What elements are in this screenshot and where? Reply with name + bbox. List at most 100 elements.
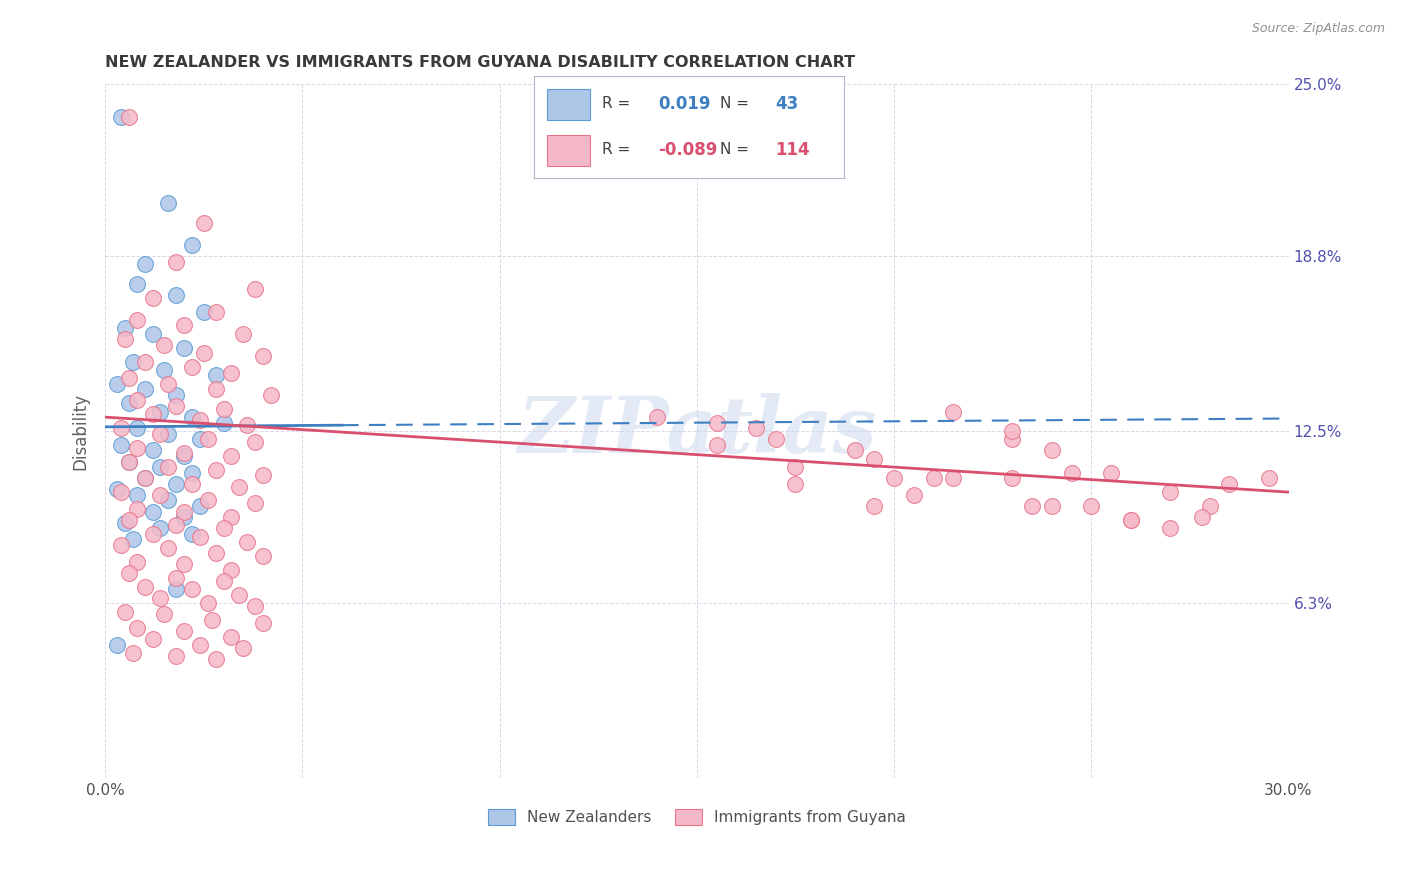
Point <box>165 648 187 663</box>
Point <box>706 416 728 430</box>
Point <box>193 346 215 360</box>
Point <box>204 304 226 318</box>
Point <box>647 410 669 425</box>
Text: ZIPatlas: ZIPatlas <box>517 392 876 469</box>
Point <box>141 443 163 458</box>
Point <box>228 479 250 493</box>
Point <box>114 516 136 530</box>
Point <box>212 521 235 535</box>
Point <box>141 505 163 519</box>
Point <box>157 196 180 211</box>
Point <box>118 454 141 468</box>
Bar <box>547 89 591 120</box>
Point <box>141 408 163 422</box>
Point <box>157 376 180 391</box>
Point <box>153 607 176 622</box>
Text: 0.019: 0.019 <box>658 95 710 112</box>
Point <box>114 332 136 346</box>
Point <box>157 426 180 441</box>
Point <box>125 488 148 502</box>
Point <box>165 254 187 268</box>
Point <box>110 110 132 124</box>
Point <box>125 555 148 569</box>
Point <box>165 571 187 585</box>
Point <box>173 505 195 519</box>
Point <box>110 485 132 500</box>
Point <box>153 363 176 377</box>
Point <box>942 471 965 485</box>
Point <box>1257 471 1279 485</box>
Point <box>204 463 226 477</box>
Point <box>197 493 219 508</box>
Point <box>706 438 728 452</box>
Point <box>165 476 187 491</box>
Point <box>134 382 156 396</box>
Text: Source: ZipAtlas.com: Source: ZipAtlas.com <box>1251 22 1385 36</box>
Point <box>232 640 254 655</box>
Text: -0.089: -0.089 <box>658 141 717 159</box>
Point <box>197 596 219 610</box>
Point <box>165 399 187 413</box>
Point <box>212 401 235 416</box>
Point <box>121 354 143 368</box>
Point <box>114 605 136 619</box>
Point <box>125 441 148 455</box>
Point <box>173 341 195 355</box>
Text: NEW ZEALANDER VS IMMIGRANTS FROM GUYANA DISABILITY CORRELATION CHART: NEW ZEALANDER VS IMMIGRANTS FROM GUYANA … <box>105 55 855 70</box>
Point <box>1060 466 1083 480</box>
Text: 43: 43 <box>776 95 799 112</box>
Point <box>1001 433 1024 447</box>
Point <box>243 282 266 296</box>
Point <box>236 418 259 433</box>
Point <box>1119 513 1142 527</box>
Point <box>1001 471 1024 485</box>
Point <box>188 413 211 427</box>
Point <box>118 396 141 410</box>
Point <box>118 110 141 124</box>
Point <box>134 471 156 485</box>
Point <box>165 288 187 302</box>
Point <box>165 388 187 402</box>
Text: 114: 114 <box>776 141 810 159</box>
Point <box>141 632 163 647</box>
Point <box>141 291 163 305</box>
Point <box>165 582 187 597</box>
Legend: New Zealanders, Immigrants from Guyana: New Zealanders, Immigrants from Guyana <box>479 802 914 833</box>
Bar <box>547 136 591 166</box>
Point <box>121 533 143 547</box>
Point <box>252 468 274 483</box>
Point <box>134 471 156 485</box>
Point <box>181 476 204 491</box>
Point <box>1021 499 1043 513</box>
Point <box>745 421 768 435</box>
Point <box>173 510 195 524</box>
Point <box>243 599 266 613</box>
Point <box>149 521 172 535</box>
Point <box>114 321 136 335</box>
Point <box>1198 499 1220 513</box>
Point <box>942 404 965 418</box>
Point <box>181 526 204 541</box>
Point <box>863 499 886 513</box>
Point <box>165 518 187 533</box>
Point <box>157 460 180 475</box>
Point <box>252 349 274 363</box>
Point <box>121 646 143 660</box>
Point <box>125 621 148 635</box>
Point <box>204 382 226 396</box>
Point <box>134 354 156 368</box>
Point <box>1159 485 1181 500</box>
Point <box>118 513 141 527</box>
Point <box>141 326 163 341</box>
Point <box>252 615 274 630</box>
Point <box>157 541 180 555</box>
Point <box>110 538 132 552</box>
Point <box>193 304 215 318</box>
Point <box>105 376 128 391</box>
Point <box>173 624 195 638</box>
Point <box>844 443 866 458</box>
Point <box>141 526 163 541</box>
Point <box>149 426 172 441</box>
Point <box>118 566 141 580</box>
Text: N =: N = <box>720 142 749 157</box>
